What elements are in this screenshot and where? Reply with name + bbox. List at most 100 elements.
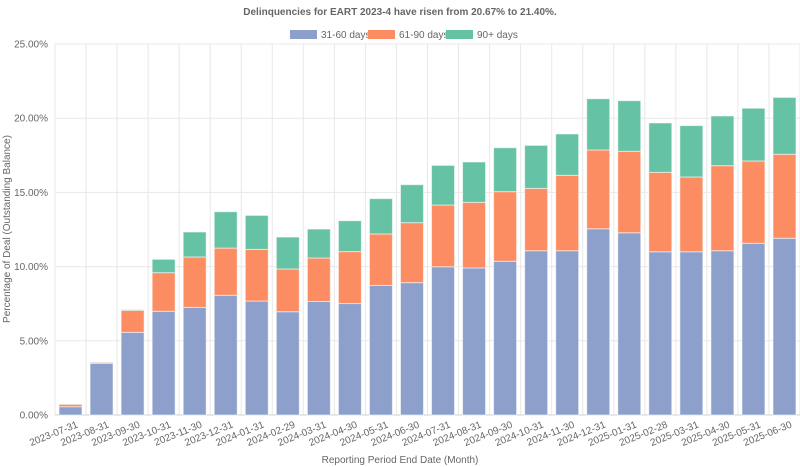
bar-segment-90-days [648, 122, 673, 173]
bar-segment-90-days [524, 144, 549, 189]
y-tick-label: 20.00% [14, 114, 48, 125]
x-axis-title: Reporting Period End Date (Month) [322, 455, 479, 466]
bar-segment-31-60-days [555, 250, 580, 416]
y-tick-label: 25.00% [14, 40, 48, 51]
bar-segment-31-60-days [772, 237, 797, 416]
bar-segment-31-60-days [399, 282, 424, 416]
bar-segment-61-90-days [741, 160, 766, 244]
bar-stack-2025-06-30 [772, 96, 797, 416]
bar-segment-31-60-days [120, 331, 145, 416]
bar-segment-31-60-days [617, 232, 642, 416]
y-tick-label: 0.00% [20, 411, 48, 422]
legend-item[interactable]: 61-90 days [368, 30, 448, 41]
bar-segment-31-60-days [741, 242, 766, 416]
bar-segment-61-90-days [772, 153, 797, 239]
bar-segment-90-days [399, 184, 424, 224]
y-axis-ticks: 0.00% 5.00% 10.00% 15.00% 20.00% 25.00% [14, 40, 48, 422]
bar-segment-31-60-days [431, 266, 456, 416]
bar-segment-31-60-days [306, 300, 331, 416]
bar-segment-90-days [306, 228, 331, 259]
bar-segment-90-days [617, 100, 642, 152]
bar-segment-61-90-days [275, 268, 300, 313]
legend-item[interactable]: 31-60 days [290, 30, 370, 41]
bar-stack-2024-05-31 [368, 198, 393, 416]
bar-stack-2023-07-31 [58, 403, 83, 416]
gridlines [54, 43, 800, 416]
legend: 31-60 days 61-90 days 90+ days [290, 30, 518, 41]
bar-segment-90-days [368, 198, 393, 235]
bar-segment-61-90-days [679, 176, 704, 253]
y-tick-label: 15.00% [14, 188, 48, 199]
bar-segment-90-days [213, 211, 238, 249]
bar-segment-61-90-days [586, 149, 611, 230]
bar-segment-31-60-days [368, 284, 393, 416]
bar-segment-31-60-days [58, 406, 83, 416]
bar-segment-90-days [337, 220, 362, 253]
bar-segment-61-90-days [710, 165, 735, 252]
bar-segment-90-days [741, 107, 766, 162]
bar-segment-31-60-days [710, 250, 735, 416]
legend-item[interactable]: 90+ days [446, 30, 518, 41]
bar-segment-90-days [493, 147, 518, 193]
legend-label: 61-90 days [399, 30, 448, 41]
legend-swatch [368, 30, 395, 39]
bar-segment-61-90-days [493, 191, 518, 262]
bar-segment-61-90-days [524, 187, 549, 252]
bar-segment-90-days [151, 258, 176, 274]
bar-segment-90-days [275, 236, 300, 270]
bar-stack-2025-02-28 [648, 122, 673, 416]
bar-segment-31-60-days [462, 267, 487, 416]
bar-segment-61-90-days [648, 171, 673, 253]
bar-stack-2023-11-30 [182, 231, 207, 416]
y-axis-title: Percentage of Deal (Outstanding Balance) [2, 135, 13, 323]
legend-label: 31-60 days [321, 30, 370, 41]
bar-segment-90-days [586, 98, 611, 151]
bar-segment-31-60-days [493, 260, 518, 416]
bars [58, 96, 797, 416]
bar-stack-2024-02-29 [275, 236, 300, 416]
bar-segment-31-60-days [182, 306, 207, 416]
bar-segment-90-days [244, 214, 269, 250]
bar-stack-2025-03-31 [679, 125, 704, 416]
bar-segment-61-90-days [182, 256, 207, 308]
bar-segment-61-90-days [120, 309, 145, 333]
bar-segment-90-days [555, 133, 580, 176]
bar-segment-61-90-days [399, 222, 424, 284]
bar-segment-61-90-days [431, 204, 456, 268]
bar-segment-31-60-days [337, 303, 362, 416]
bar-segment-31-60-days [586, 228, 611, 416]
y-tick-label: 10.00% [14, 262, 48, 273]
bar-segment-90-days [772, 96, 797, 155]
bar-stack-2023-08-31 [89, 361, 114, 416]
legend-label: 90+ days [477, 30, 518, 41]
bar-segment-31-60-days [213, 294, 238, 416]
legend-swatch [290, 30, 317, 39]
bar-stack-2024-12-31 [586, 98, 611, 416]
bar-stack-2023-09-30 [120, 309, 145, 416]
bar-segment-31-60-days [648, 251, 673, 416]
bar-segment-31-60-days [244, 300, 269, 416]
y-tick-label: 5.00% [20, 336, 48, 347]
bar-stack-2024-01-31 [244, 214, 269, 416]
bar-stack-2024-06-30 [399, 184, 424, 416]
legend-swatch [446, 30, 473, 39]
bar-segment-61-90-days [151, 272, 176, 312]
bar-stack-2023-12-31 [213, 211, 238, 416]
bar-stack-2025-01-31 [617, 100, 642, 416]
bar-segment-90-days [431, 164, 456, 206]
bar-segment-90-days [120, 309, 145, 311]
bar-stack-2024-08-31 [462, 161, 487, 416]
bar-segment-61-90-days [213, 247, 238, 296]
bar-segment-61-90-days [244, 248, 269, 302]
bar-stack-2024-04-30 [337, 220, 362, 416]
bar-segment-31-60-days [679, 251, 704, 416]
bar-stack-2024-07-31 [431, 164, 456, 416]
bar-segment-61-90-days [368, 233, 393, 286]
x-axis-ticks: 2023-07-312023-08-312023-09-302023-10-31… [28, 419, 794, 449]
bar-segment-90-days [182, 231, 207, 258]
bar-segment-31-60-days [151, 310, 176, 416]
bar-segment-61-90-days [337, 251, 362, 305]
bar-segment-90-days [710, 115, 735, 167]
bar-segment-61-90-days [306, 257, 331, 302]
